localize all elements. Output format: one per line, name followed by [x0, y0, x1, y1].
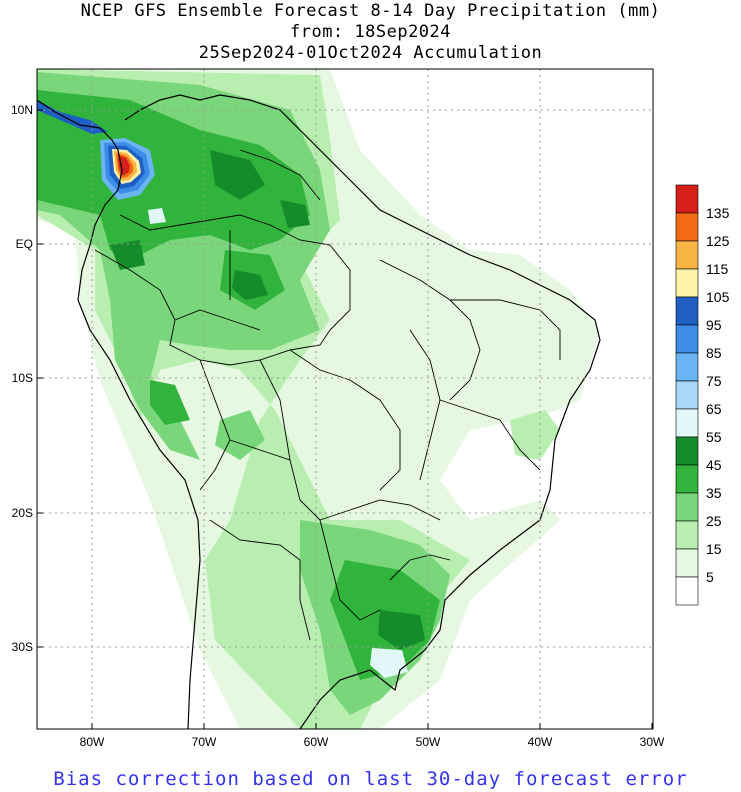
legend-label: 85 — [706, 345, 722, 361]
forecast-issue-date: from: 18Sep2024 — [289, 22, 452, 42]
legend-swatch — [675, 492, 699, 522]
lon-label: 30W — [640, 735, 665, 749]
legend-label: 15 — [706, 541, 722, 557]
lon-label: 80W — [80, 735, 105, 749]
legend-label: 35 — [706, 485, 722, 501]
legend-swatch — [675, 464, 699, 494]
legend-label: 125 — [706, 233, 730, 249]
graticule — [37, 69, 653, 729]
lon-label: 50W — [416, 735, 441, 749]
legend-label: 5 — [706, 569, 714, 585]
lon-label: 70W — [192, 735, 217, 749]
legend-swatch — [675, 520, 699, 550]
lat-label: 10N — [11, 103, 33, 117]
lat-label: EQ — [16, 237, 33, 251]
legend-swatch — [675, 324, 699, 354]
lat-label: 30S — [12, 640, 33, 654]
legend-swatch — [675, 184, 699, 214]
lon-label: 40W — [528, 735, 553, 749]
map-frame — [36, 68, 654, 730]
legend-swatch — [675, 352, 699, 382]
map-title: NCEP GFS Ensemble Forecast 8-14 Day Prec… — [80, 1, 661, 21]
latitude-labels: 10N EQ 10S 20S 30S — [11, 103, 33, 654]
bias-correction-note: Bias correction based on last 30-day for… — [53, 768, 688, 790]
legend-swatch — [675, 548, 699, 578]
legend-label: 135 — [706, 205, 730, 221]
legend-swatch — [675, 380, 699, 410]
legend-label: 55 — [706, 429, 722, 445]
country-borders — [94, 149, 561, 641]
legend-swatch — [675, 436, 699, 466]
lon-label: 60W — [304, 735, 329, 749]
legend-label: 95 — [706, 317, 722, 333]
accumulation-period: 25Sep2024-01Oct2024 Accumulation — [198, 43, 543, 63]
legend-swatch — [675, 296, 699, 326]
lat-label: 20S — [12, 506, 33, 520]
legend-swatch — [675, 576, 699, 606]
legend-label: 105 — [706, 289, 730, 305]
legend-swatch — [675, 212, 699, 242]
longitude-labels: 80W 70W 60W 50W 40W 30W — [80, 735, 665, 749]
legend-label: 25 — [706, 513, 722, 529]
legend-swatch — [675, 408, 699, 438]
legend-label: 115 — [706, 261, 729, 277]
legend-label: 45 — [706, 457, 722, 473]
legend-swatch — [675, 268, 699, 298]
legend-label: 75 — [706, 373, 722, 389]
legend-swatch — [675, 240, 699, 270]
axis-ticks — [37, 109, 653, 729]
lat-label: 10S — [12, 371, 33, 385]
legend-label: 65 — [706, 401, 722, 417]
legend-colorbar: 135 125 115 105 95 85 75 65 55 45 35 25 15 5 — [675, 184, 730, 606]
